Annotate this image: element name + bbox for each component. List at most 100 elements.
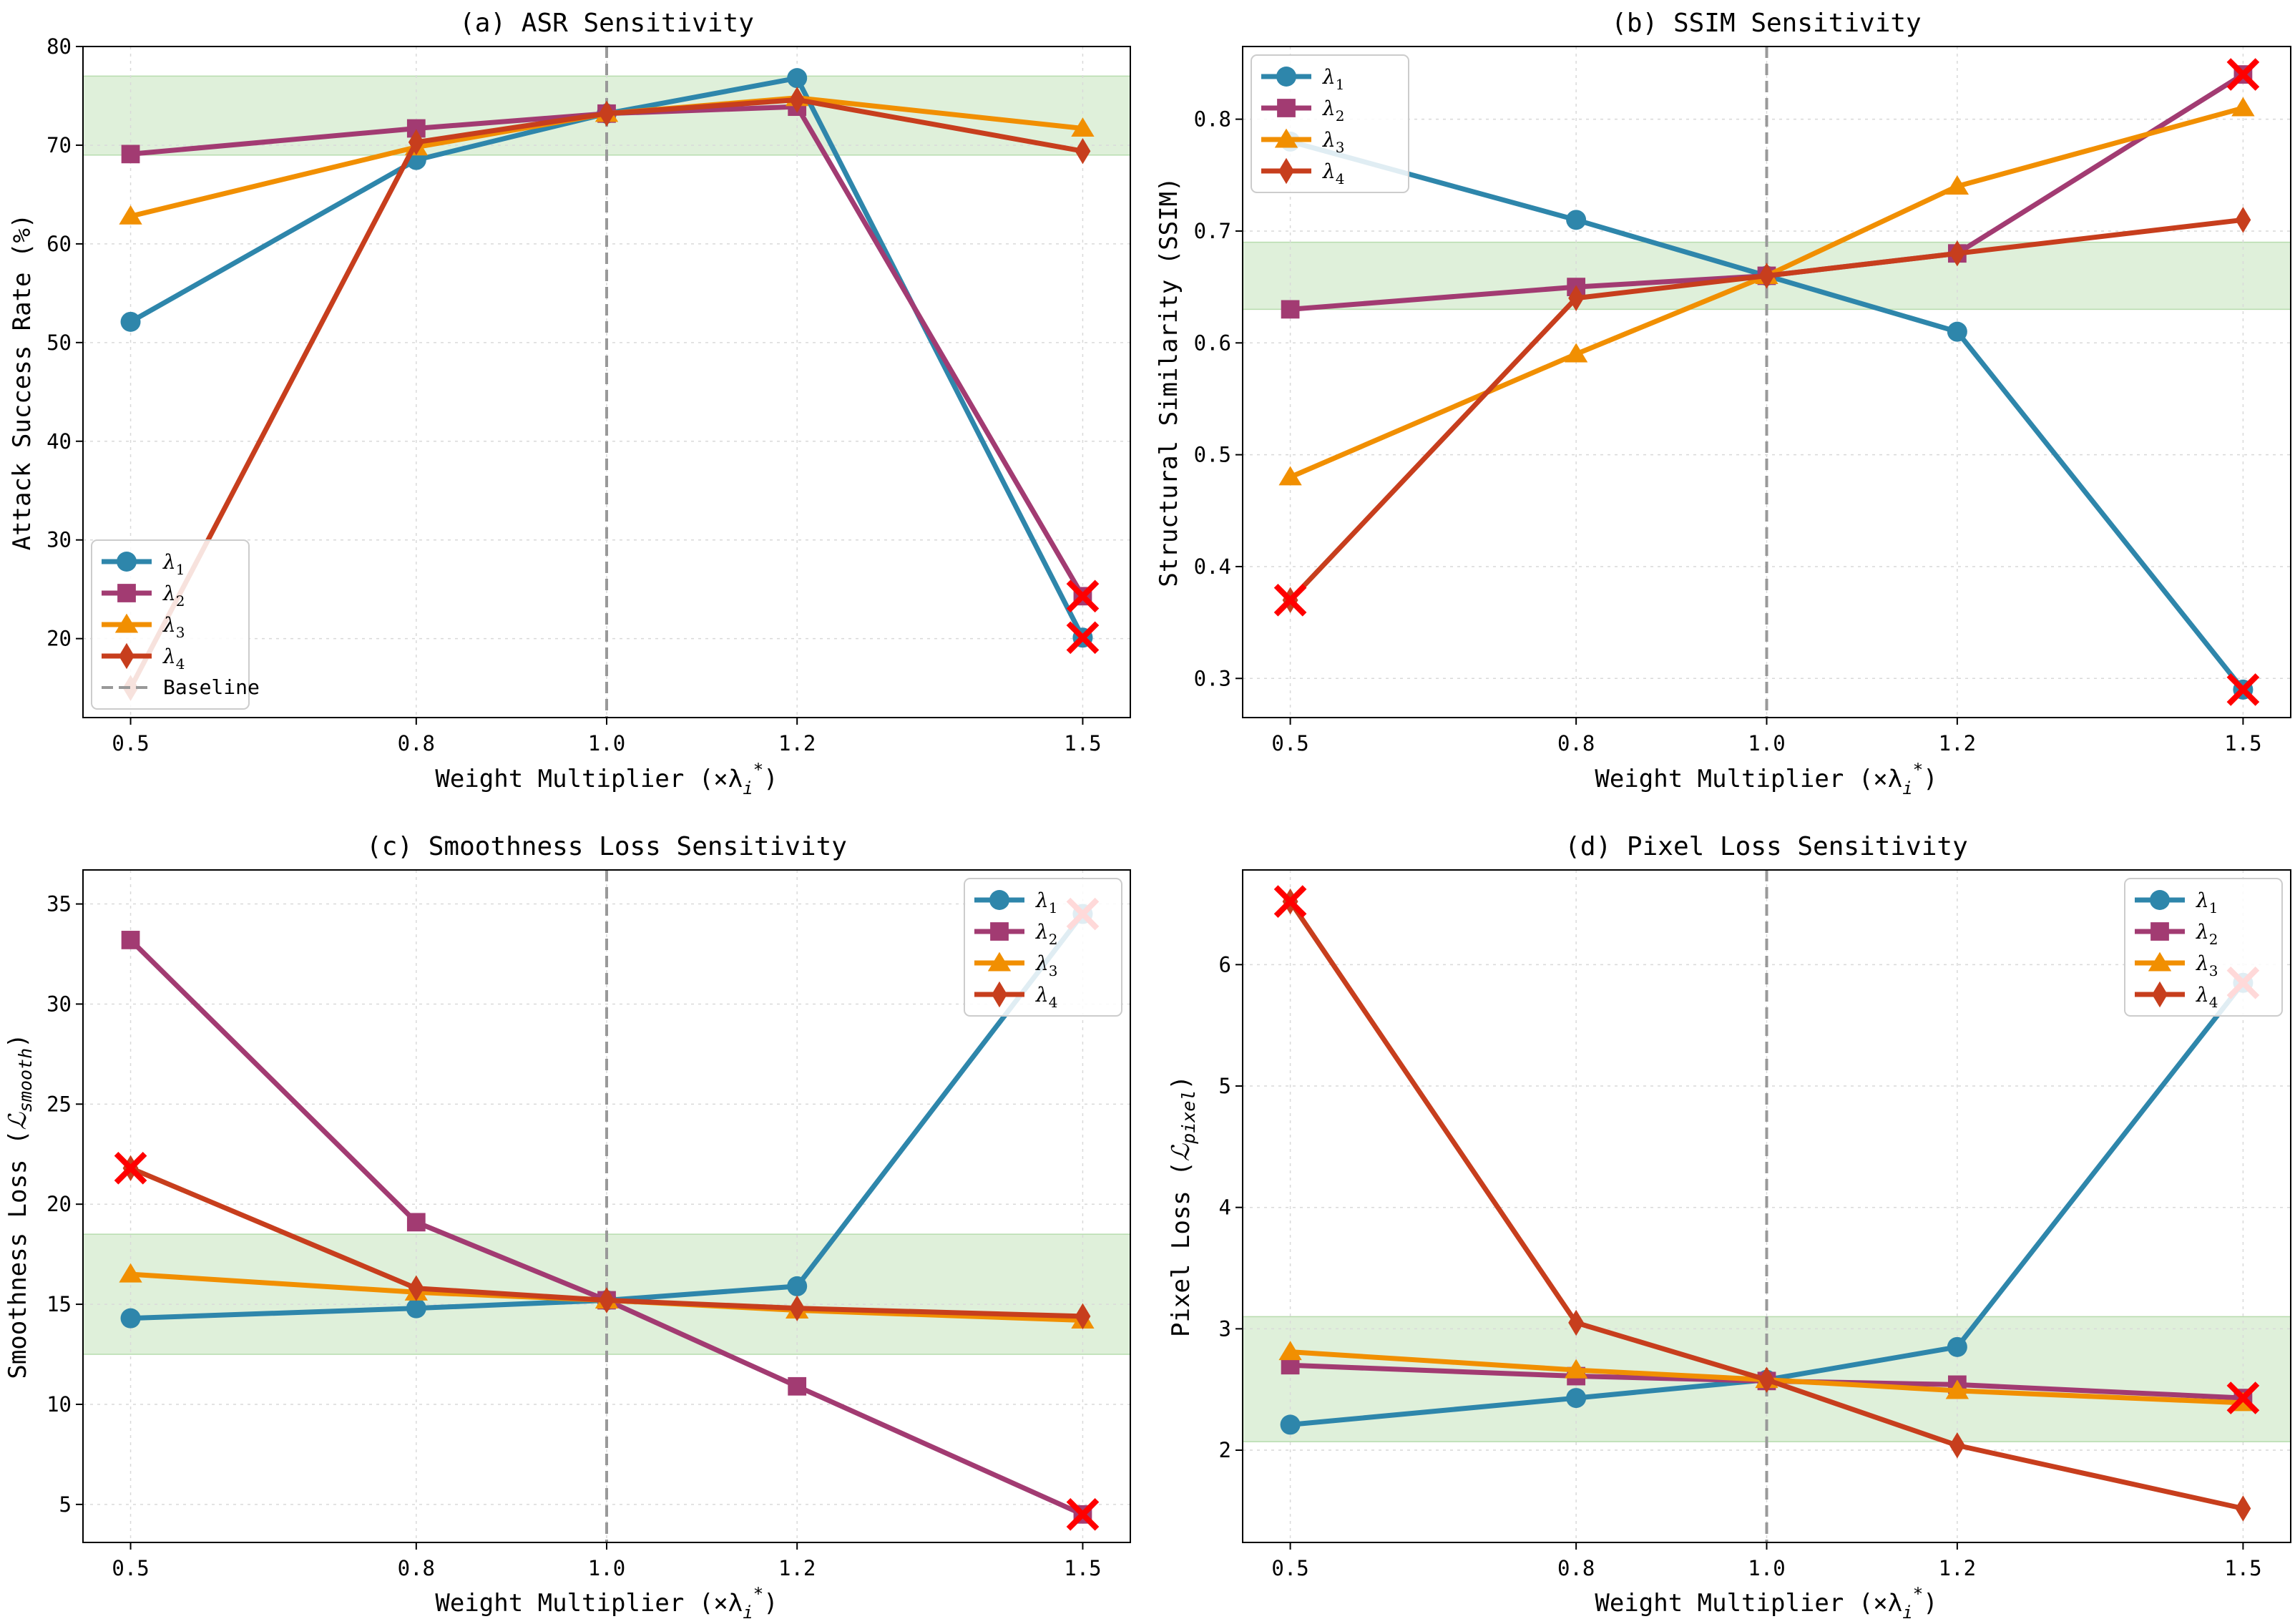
asr-failures [1066,579,1100,655]
pixel-legend-label-1: λ1 [2196,889,2218,916]
smooth-legend-marker-4 [992,981,1007,1008]
pixel-x-label: Weight Multiplier (×λi*) [1595,1584,1937,1623]
asr-legend-marker-3 [114,613,139,633]
asr-y-ticks: 20 30 40 50 60 70 80 [47,34,83,651]
ssim-legend-box [1251,54,1409,193]
asr-x-tick-label-2: 1.0 [588,731,625,755]
smooth-x-tick-label-1: 0.8 [398,1556,435,1580]
smooth-title: (c) Smoothness Loss Sensitivity [366,832,847,861]
ssim-failure-mark-0 [2226,58,2260,91]
asr-x-label: Weight Multiplier (×λi*) [435,760,778,798]
smooth-failure-mark-0 [114,1152,147,1185]
pixel-legend-label-2: λ2 [2196,920,2218,948]
pixel-legend-marker-2 [2150,922,2169,941]
asr-legend-label-3: λ3 [162,613,185,641]
asr-y-tick-label-2: 40 [47,429,72,454]
ssim-point-l2-0 [1281,300,1300,319]
asr-x-ticks: 0.5 0.8 1.0 1.2 1.5 [112,718,1102,755]
ssim-x-tick-label-1: 0.8 [1557,731,1595,755]
smooth-legend-marker-3 [987,952,1012,972]
pixel-point-l4-2 [1758,1366,1775,1393]
smooth-point-l1-1 [406,1298,426,1319]
ssim-y-tick-label-4: 0.7 [1194,219,1231,243]
asr-legend-marker-4 [119,642,134,670]
asr-legend-box [91,539,250,710]
asr-point-l4-2 [599,100,615,127]
ssim-legend-marker-4 [1278,157,1294,185]
panel-smooth: 0.5 0.8 1.0 1.2 1.5 5 10 15 20 25 30 35 (c) Smooth… [4,832,1131,1623]
ssim-point-l3-3 [1945,175,1969,195]
smooth-legend-label-1: λ1 [1035,889,1057,916]
asr-y-label: Attack Success Rate (%) [8,214,36,551]
smooth-legend-label-3: λ3 [1035,952,1057,979]
panel-asr: 0.5 0.8 1.0 1.2 1.5 20 30 40 50 60 70 80 (a) ASR S… [8,9,1131,798]
ssim-x-tick-label-2: 1.0 [1748,731,1785,755]
pixel-failure-mark-0 [1273,885,1307,918]
asr-x-tick-label-1: 0.8 [398,731,435,755]
asr-point-l3-4 [1071,117,1095,137]
pixel-point-l3-3 [1945,1379,1969,1399]
asr-point-l3-0 [119,205,142,225]
asr-failure-mark-0 [1066,579,1100,613]
ssim-legend-marker-1 [1276,67,1296,87]
ssim-legend-label-2: λ2 [1322,97,1344,124]
asr-title: (a) ASR Sensitivity [459,9,754,38]
ssim-legend-marker-3 [1274,128,1298,148]
pixel-point-l4-1 [1568,1309,1585,1336]
smooth-x-ticks: 0.5 0.8 1.0 1.2 1.5 [112,1542,1102,1580]
smooth-x-tick-label-2: 1.0 [588,1556,625,1580]
pixel-x-tick-label-0: 0.5 [1271,1556,1308,1580]
pixel-failure-mark-1 [2226,1381,2260,1414]
smooth-legend-label-2: λ2 [1035,920,1057,948]
ssim-legend: λ1 λ2 λ3 λ4 [1251,54,1409,193]
pixel-y-tick-label-0: 2 [1219,1438,1231,1462]
pixel-point-l3-1 [1564,1359,1588,1379]
pixel-legend: λ1 λ2 λ3 λ4 [2124,878,2283,1017]
asr-y-tick-label-1: 30 [47,528,72,552]
asr-point-l1-3 [787,68,808,89]
ssim-x-tick-label-4: 1.5 [2224,731,2261,755]
pixel-point-l1-1 [1566,1388,1587,1409]
ssim-legend-label-4: λ4 [1322,160,1344,187]
asr-legend-marker-1 [117,552,137,572]
asr-y-tick-label-5: 70 [47,133,72,157]
ssim-legend-label-3: λ3 [1322,128,1344,156]
smooth-point-l2-0 [121,931,140,949]
smooth-y-label: Smoothness Loss (ℒsmooth) [4,1033,36,1379]
asr-y-tick-label-6: 80 [47,34,72,59]
smooth-y-tick-label-3: 20 [47,1192,72,1216]
pixel-point-l3-0 [1278,1341,1302,1361]
pixel-legend-marker-3 [2148,952,2172,972]
smooth-legend-label-4: λ4 [1035,983,1057,1011]
ssim-point-l1-1 [1566,210,1587,230]
pixel-x-tick-label-4: 1.5 [2224,1556,2261,1580]
smooth-point-l3-0 [119,1263,142,1283]
ssim-title: (b) SSIM Sensitivity [1611,9,1921,38]
ssim-legend-label-1: λ1 [1322,65,1344,93]
ssim-y-tick-label-5: 0.8 [1194,107,1231,132]
pixel-y-label: Pixel Loss (ℒpixel) [1167,1075,1199,1337]
asr-legend-marker-2 [117,584,136,602]
asr-legend: λ1 λ2 λ3 λ4 Baseline [91,539,260,710]
pixel-x-tick-label-2: 1.0 [1748,1556,1785,1580]
ssim-point-l4-2 [1758,263,1775,289]
asr-x-tick-label-0: 0.5 [112,731,149,755]
panel-pixel: 0.5 0.8 1.0 1.2 1.5 2 3 4 5 6 (d) Pixel Loss Sen… [1167,832,2291,1623]
ssim-series [1278,65,2255,700]
pixel-x-tick-label-1: 0.8 [1557,1556,1595,1580]
ssim-x-ticks: 0.5 0.8 1.0 1.2 1.5 [1271,718,2262,755]
smooth-point-l4-2 [599,1287,615,1314]
panel-ssim: 0.5 0.8 1.0 1.2 1.5 0.3 0.4 0.5 0.6 0.7 0.8 (b) S… [1155,9,2291,798]
smooth-point-l4-3 [789,1295,806,1321]
asr-y-tick-label-4: 60 [47,232,72,256]
asr-x-tick-label-3: 1.2 [778,731,816,755]
pixel-legend-label-3: λ3 [2196,952,2218,979]
smooth-point-l1-0 [120,1308,141,1329]
ssim-point-l3-1 [1564,343,1588,363]
smooth-x-tick-label-4: 1.5 [1064,1556,1101,1580]
smooth-point-l4-1 [408,1275,424,1301]
asr-x-tick-label-4: 1.5 [1064,731,1101,755]
pixel-point-l1-3 [1947,1336,1967,1357]
ssim-point-l4-4 [2235,207,2251,233]
